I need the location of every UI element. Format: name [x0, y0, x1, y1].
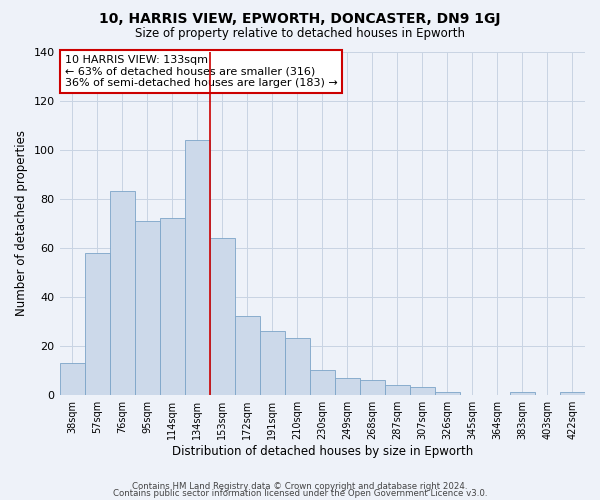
Bar	[260, 331, 285, 394]
Bar	[209, 238, 235, 394]
Text: 10 HARRIS VIEW: 133sqm
← 63% of detached houses are smaller (316)
36% of semi-de: 10 HARRIS VIEW: 133sqm ← 63% of detached…	[65, 55, 338, 88]
X-axis label: Distribution of detached houses by size in Epworth: Distribution of detached houses by size …	[172, 444, 473, 458]
Bar	[160, 218, 185, 394]
Bar	[134, 220, 160, 394]
Text: Contains HM Land Registry data © Crown copyright and database right 2024.: Contains HM Land Registry data © Crown c…	[132, 482, 468, 491]
Bar	[435, 392, 460, 394]
Text: 10, HARRIS VIEW, EPWORTH, DONCASTER, DN9 1GJ: 10, HARRIS VIEW, EPWORTH, DONCASTER, DN9…	[99, 12, 501, 26]
Bar	[360, 380, 385, 394]
Bar	[335, 378, 360, 394]
Bar	[59, 363, 85, 394]
Bar	[185, 140, 209, 394]
Bar	[410, 388, 435, 394]
Bar	[110, 191, 134, 394]
Bar	[560, 392, 585, 394]
Bar	[235, 316, 260, 394]
Bar	[385, 385, 410, 394]
Text: Size of property relative to detached houses in Epworth: Size of property relative to detached ho…	[135, 28, 465, 40]
Bar	[285, 338, 310, 394]
Bar	[85, 252, 110, 394]
Y-axis label: Number of detached properties: Number of detached properties	[15, 130, 28, 316]
Bar	[310, 370, 335, 394]
Text: Contains public sector information licensed under the Open Government Licence v3: Contains public sector information licen…	[113, 489, 487, 498]
Bar	[510, 392, 535, 394]
